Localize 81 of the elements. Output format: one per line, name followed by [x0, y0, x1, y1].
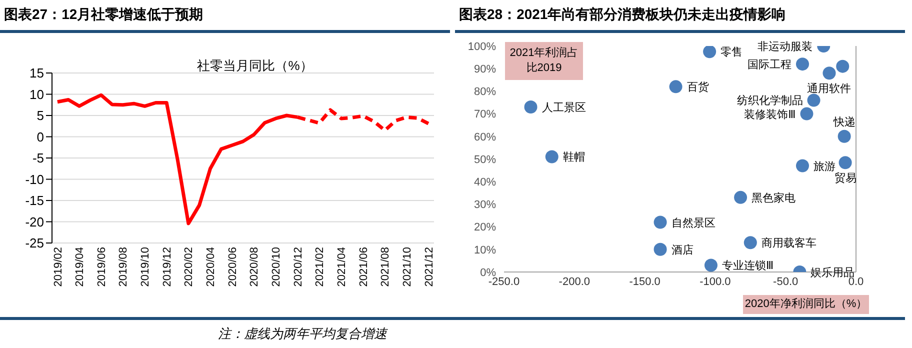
point	[836, 60, 850, 73]
y-tick-label: 10%	[474, 244, 496, 256]
x-tick-label: 2020/02	[183, 247, 196, 287]
x-tick-label: 2021/02	[314, 247, 326, 287]
point	[734, 190, 748, 204]
y-tick-label: 100%	[468, 40, 496, 53]
x-tick-label: -200.0	[558, 276, 590, 288]
annotation: 专业连锁Ⅲ	[722, 259, 774, 272]
point	[654, 242, 667, 256]
x-tick-label: 2019/06	[96, 247, 108, 287]
x-tick-label: -100.0	[700, 276, 731, 288]
point	[807, 94, 820, 107]
chart-subtitle: 社零当月同比（%）	[196, 57, 314, 75]
x-tick-label: -150.0	[629, 276, 660, 288]
annotation: 国际工程	[747, 59, 792, 72]
annotation: 通用软件	[807, 82, 852, 96]
y-tick-label: -20	[25, 214, 44, 230]
y-tick-label: 40%	[474, 176, 496, 189]
y-tick-label: 20%	[474, 222, 496, 234]
y-tick-label: -15	[25, 193, 44, 208]
x-tick-label: 2021/08	[380, 247, 392, 287]
point	[822, 66, 836, 80]
y-tick-label: 70%	[474, 108, 496, 121]
x-tick-label: 2021/10	[402, 247, 414, 287]
x-tick-label: 2020/12	[292, 247, 304, 287]
x-tick-label: 2021/04	[336, 247, 348, 287]
y-tick-label: 60%	[474, 131, 496, 144]
annotation: 非运动服装	[758, 40, 813, 53]
x-tick-label: 2019/12	[161, 247, 174, 287]
point	[703, 46, 716, 58]
x-tick-label: 2020/06	[226, 247, 239, 287]
y-tick-label: -5	[32, 150, 44, 166]
annotation: 人工景区	[542, 102, 586, 114]
text: 注：虚线为两年平均复合增速	[218, 325, 387, 343]
x-tick-label: 2021/12	[423, 247, 436, 287]
point	[838, 130, 851, 143]
annotation: 贸易	[834, 172, 856, 185]
x-tick-label: 2020/04	[205, 247, 218, 287]
point	[669, 80, 682, 94]
point	[524, 100, 538, 114]
y-tick-label: -10	[25, 172, 44, 187]
point	[654, 216, 667, 229]
annotation: 黑色家电	[752, 191, 796, 204]
y-tick-label: 15	[30, 66, 44, 81]
y-tick-label: 5	[36, 108, 44, 124]
point	[704, 258, 718, 272]
annotation: 商用载客车	[761, 236, 816, 250]
y-axis-title: 2021年利润占比2019	[505, 42, 583, 80]
annotation: 自然景区	[671, 217, 716, 230]
annotation: 酒店	[671, 243, 694, 256]
point	[796, 58, 809, 71]
x-tick-label: 2021/06	[358, 247, 370, 287]
annotation: 装修装饰Ⅲ	[744, 108, 796, 121]
y-tick-label: 50%	[474, 154, 496, 166]
y-tick-label: -25	[25, 236, 44, 251]
x-tick-label: 2020/10	[270, 247, 283, 287]
annotation: 鞋帽	[562, 150, 585, 164]
annotation: 百货	[686, 82, 709, 94]
x-tick-label: 2019/02	[52, 247, 64, 287]
y-tick-label: 0	[36, 129, 44, 144]
x-tick-label: 2020/08	[248, 247, 261, 287]
x-axis-title: 2020年净利润同比（%）	[743, 295, 869, 314]
y-tick-label: 80%	[474, 86, 496, 98]
y-tick-label: 30%	[474, 199, 496, 212]
annotation: 旅游	[813, 160, 836, 173]
x-tick-label: 2019/10	[140, 247, 152, 287]
point	[800, 107, 814, 120]
annotation: 纺织化学制品	[736, 94, 803, 108]
point	[545, 150, 558, 164]
chart-title: 图表27：12月社零增速低于预期	[4, 6, 204, 24]
x-tick-label: 2019/04	[74, 247, 86, 287]
y-tick-label: 10	[30, 86, 44, 102]
point	[796, 159, 809, 172]
annotation: 零售	[720, 46, 743, 59]
chart-title: 图表28：2021年尚有部分消费板块仍未走出疫情影响	[459, 6, 786, 24]
y-tick-label: 90%	[474, 64, 496, 76]
point	[838, 156, 852, 170]
x-tick-label: -50.0	[773, 276, 798, 288]
x-tick-label: 2019/08	[118, 247, 130, 287]
point	[744, 236, 757, 250]
annotation: 快递	[832, 115, 856, 128]
